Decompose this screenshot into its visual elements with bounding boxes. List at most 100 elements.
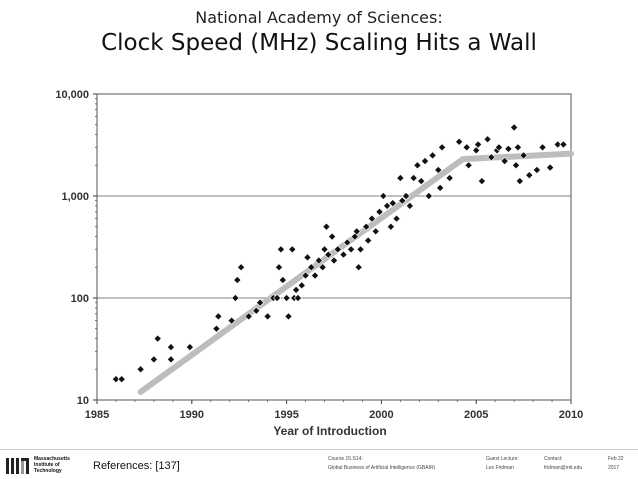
data-point (244, 312, 253, 321)
course-name: Global Business of Artificial Intelligen… (328, 465, 436, 471)
y-tick-label: 100 (71, 293, 89, 305)
data-point (231, 293, 240, 303)
data-point (263, 312, 272, 321)
data-point (494, 143, 503, 152)
data-point (367, 214, 376, 223)
footer-divider (0, 449, 638, 450)
data-point (464, 161, 473, 170)
data-point (445, 174, 454, 183)
data-point (438, 143, 447, 152)
data-point (288, 245, 297, 254)
data-point (328, 232, 337, 241)
data-point (284, 312, 293, 321)
data-point (333, 245, 342, 254)
slide-title: Clock Speed (MHz) Scaling Hits a Wall (101, 30, 537, 56)
data-point (398, 196, 407, 205)
data-point (297, 281, 306, 290)
data-point (428, 151, 437, 160)
contact-email[interactable]: fridman@mit.edu (544, 465, 583, 471)
guest-label: Guest Lecture: (486, 456, 519, 462)
data-point (278, 276, 287, 285)
data-point (303, 253, 312, 262)
data-point (329, 256, 339, 265)
x-tick-label: 2005 (464, 409, 488, 421)
data-point (356, 245, 365, 254)
data-point (513, 143, 522, 152)
data-point (237, 263, 246, 272)
guest-name: Lex Fridman (486, 465, 514, 471)
data-point (388, 199, 397, 208)
data-point (276, 245, 285, 254)
data-point (185, 343, 194, 352)
contact-label: Contact: (544, 456, 563, 462)
data-point (420, 157, 430, 166)
data-point (546, 163, 555, 172)
x-tick-label: 1990 (180, 409, 204, 421)
y-tick-label: 1,000 (61, 191, 89, 203)
data-point (347, 245, 356, 254)
data-point (166, 355, 175, 364)
contact-info: Contact: fridman@mit.edu (544, 455, 582, 473)
data-point (525, 171, 534, 180)
data-point (274, 263, 284, 272)
data-point (371, 227, 380, 236)
data-point (343, 238, 352, 247)
data-point (519, 151, 528, 160)
mit-logo-text: Massachusetts Institute of Technology (34, 456, 70, 474)
x-tick-label: 1985 (85, 409, 109, 421)
data-point (322, 222, 331, 231)
data-point (402, 191, 411, 201)
data-point (553, 140, 562, 149)
data-point (293, 293, 303, 303)
data-point (256, 298, 265, 307)
data-point (375, 207, 384, 216)
data-point (474, 140, 483, 149)
data-point (212, 324, 221, 333)
data-point (362, 222, 371, 231)
data-point (311, 271, 320, 280)
data-point (386, 222, 395, 231)
logo-line: Institute of (34, 462, 60, 468)
data-point (350, 232, 359, 241)
data-point (301, 271, 310, 280)
data-point (487, 153, 496, 162)
references: References: [137] (93, 460, 180, 472)
clock-speed-chart: 10 100 1,000 10,000 1985 1990 1995 2000 2005 2010… (55, 89, 583, 438)
data-point (515, 177, 524, 186)
date-year: 2017 (608, 465, 620, 471)
guest-info: Guest Lecture: Lex Fridman (486, 455, 519, 473)
data-point (504, 144, 513, 153)
data-point (405, 201, 414, 210)
data-point (538, 143, 547, 152)
course-label: Course 15.S14: (328, 456, 363, 462)
y-tick-label: 10,000 (55, 89, 89, 101)
x-tick-label: 1995 (274, 409, 298, 421)
data-point (532, 165, 541, 174)
data-point (273, 293, 282, 303)
data-point (339, 250, 348, 259)
data-point (383, 201, 392, 210)
data-point (510, 123, 519, 132)
data-point (455, 137, 464, 146)
data-point (436, 183, 445, 192)
data-point (136, 365, 145, 374)
data-point (307, 263, 316, 272)
data-point (233, 276, 242, 285)
data-point (462, 143, 471, 152)
data-point (434, 165, 443, 174)
data-point (252, 306, 261, 315)
data-point (379, 191, 388, 201)
data-point (417, 177, 426, 186)
data-point (314, 256, 323, 265)
date-month: Feb 22 (608, 456, 624, 462)
date-info: Feb 22 2017 (608, 455, 624, 473)
data-point (472, 146, 481, 155)
data-point (364, 236, 373, 245)
data-point (483, 135, 492, 144)
x-tick-label: 2010 (559, 409, 583, 421)
data-point (153, 334, 162, 343)
data-point (352, 227, 361, 236)
trend-line (137, 150, 574, 395)
logo-line: Massachusetts (34, 456, 70, 462)
slide-pre-title: National Academy of Sciences: (195, 8, 443, 27)
